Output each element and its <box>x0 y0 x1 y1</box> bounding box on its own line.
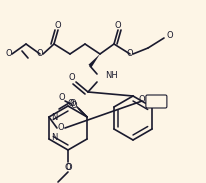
Text: O: O <box>68 98 74 107</box>
Text: NH: NH <box>105 72 118 81</box>
Polygon shape <box>88 54 100 67</box>
Text: O: O <box>70 100 76 109</box>
Text: O: O <box>139 96 145 104</box>
Text: O: O <box>65 163 71 173</box>
Text: O: O <box>6 49 12 59</box>
Text: O: O <box>37 48 43 57</box>
Text: O: O <box>59 94 65 102</box>
Text: O: O <box>167 31 173 40</box>
FancyBboxPatch shape <box>146 95 167 108</box>
Text: O: O <box>69 74 75 83</box>
Text: O: O <box>66 163 72 173</box>
Text: O: O <box>55 20 61 29</box>
Text: O: O <box>127 48 133 57</box>
Text: O: O <box>71 100 77 109</box>
Text: Abs: Abs <box>150 98 163 104</box>
Text: O: O <box>115 20 121 29</box>
Text: O: O <box>58 124 64 132</box>
Text: N: N <box>51 134 57 143</box>
Text: N: N <box>51 113 57 122</box>
